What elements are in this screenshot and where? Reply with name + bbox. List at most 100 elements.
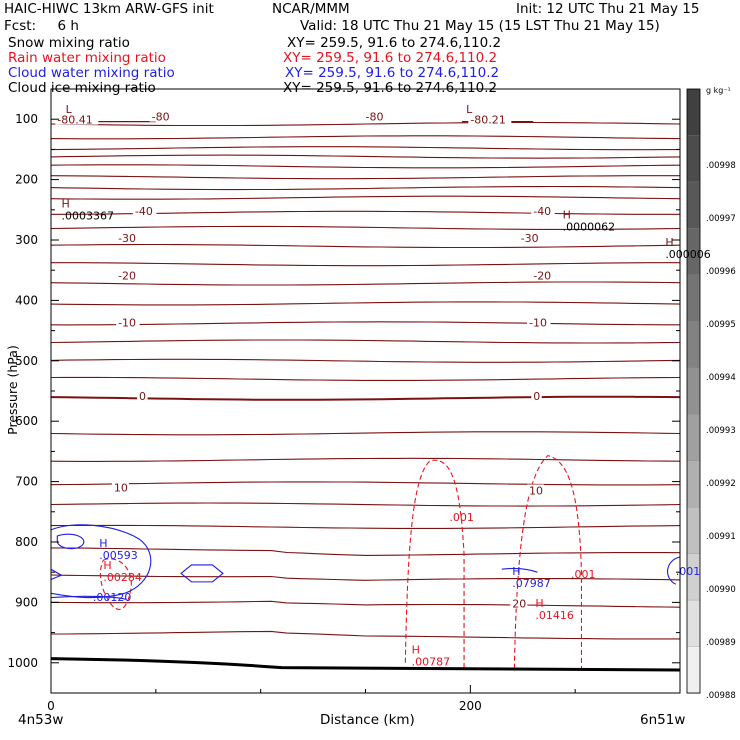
colorbar-swatch — [686, 181, 701, 230]
institution: NCAR/MMM — [272, 1, 350, 17]
colorbar-frame — [686, 88, 701, 694]
label-bg — [116, 232, 140, 243]
colorbar-swatch — [686, 507, 701, 555]
contour-labels: -80.41 -80 -80 -80.21 -40 -40 -30 -30 -20 -20 -10 -… — [55, 103, 711, 669]
y-tick-label: 200 — [15, 173, 38, 187]
temperature-isotherm — [51, 395, 680, 401]
rain-water-contour — [513, 455, 583, 669]
temperature-label: -10 — [529, 317, 547, 330]
colorbar-swatch — [686, 321, 701, 369]
forecast-hour: Fcst: 6 h — [4, 18, 79, 34]
field-snow-xy: XY= 259.5, 91.6 to 274.6,110.2 — [287, 35, 502, 51]
y-tick-label: 500 — [15, 354, 38, 368]
temperature-label: 20 — [512, 597, 526, 610]
temperature-isotherm — [51, 481, 680, 486]
label-bg — [531, 204, 555, 216]
rain-extremum-value: .00284 — [103, 571, 141, 584]
label-bg — [518, 232, 543, 243]
label-bg — [531, 269, 555, 281]
label-bg — [527, 316, 551, 328]
temperature-label: -40 — [135, 205, 153, 218]
cloud-water-contours — [51, 524, 680, 600]
temperature-contours — [51, 121, 680, 640]
rain-contour-label: .001 — [571, 568, 596, 581]
temperature-label: 0 — [533, 390, 540, 403]
temperature-extremum-value: .000006 — [665, 248, 711, 261]
cloud-extremum-marker: H — [512, 565, 520, 578]
colorbar: g kg⁻¹ .00998 .00997 .00996 .00995 .00994 .009… — [686, 86, 736, 701]
rain-extremum-marker: H — [412, 644, 420, 657]
label-bg — [531, 390, 542, 402]
y-tick-label: 600 — [15, 414, 38, 428]
endpoint-left: 4n53w — [18, 712, 64, 728]
temperature-isotherm — [51, 175, 680, 180]
temperature-label: -30 — [118, 232, 136, 245]
model-title: HAIC-HIWC 13km ARW-GFS init — [4, 1, 214, 17]
temperature-isotherm — [51, 457, 680, 462]
cloud-water-contour — [51, 524, 152, 599]
label-bg — [116, 316, 140, 328]
cloud-contour-label: .00120 — [93, 591, 132, 604]
y-tick-label: 700 — [15, 475, 38, 489]
rain-extremum-marker: H — [103, 559, 111, 572]
y-tick-label: 300 — [15, 233, 38, 247]
colorbar-label: .00992 — [706, 479, 736, 489]
rain-extremum-value: .01416 — [535, 609, 574, 622]
temperature-isotherm — [51, 524, 680, 529]
temperature-isotherm — [51, 321, 680, 326]
cloud-water-contour — [667, 556, 680, 585]
cloud-water-contour — [56, 533, 85, 550]
label-bg — [132, 204, 157, 216]
colorbar-label: .00989 — [706, 638, 736, 648]
temperature-isotherm — [51, 358, 680, 363]
field-cloudice-name: Cloud ice mixing ratio — [8, 80, 156, 96]
field-snow-name: Snow mixing ratio — [8, 35, 130, 51]
surface-line — [51, 657, 680, 672]
temperature-extremum-marker: L — [66, 103, 73, 116]
cloud-extremum-marker: H — [99, 537, 107, 550]
cloud-extremum-value: .00593 — [99, 549, 137, 562]
temperature-label: -80 — [152, 111, 170, 124]
temperature-isotherm — [51, 301, 680, 306]
colorbar-swatch — [686, 367, 701, 415]
colorbar-label: .00998 — [706, 161, 736, 171]
temperature-isotherm — [51, 630, 680, 640]
temperature-label: -10 — [118, 317, 136, 330]
x-axis-label: Distance (km) — [320, 712, 415, 728]
temperature-label: -40 — [533, 205, 551, 218]
label-bg — [527, 484, 545, 496]
colorbar-swatch — [686, 135, 701, 183]
temperature-extremum-marker: H — [563, 208, 571, 221]
y-axis-label: Pressure (hPa) — [5, 345, 20, 435]
temperature-extremum-value: .0000062 — [563, 220, 616, 233]
temperature-isotherm — [51, 574, 680, 581]
label-bg — [111, 481, 129, 493]
temperature-label: 0 — [139, 390, 146, 403]
temperature-isotherm — [51, 185, 680, 191]
temperature-isotherm — [51, 262, 680, 267]
colorbar-label: .00990 — [706, 585, 736, 595]
label-bg — [137, 390, 148, 402]
field-rain-name: Rain water mixing ratio — [8, 50, 166, 66]
cloud-water-contour — [501, 567, 538, 573]
temperature-label: -80.21 — [470, 114, 505, 127]
rain-water-contours — [99, 455, 583, 669]
rain-water-contour — [99, 558, 132, 610]
colorbar-unit: g kg⁻¹ — [706, 86, 731, 95]
colorbar-label: .00988 — [706, 691, 736, 701]
y-tick-label: 100 — [15, 112, 38, 126]
temperature-isotherm — [51, 154, 680, 159]
y-tick-label: 400 — [15, 293, 38, 307]
y-tick-label: 1000 — [7, 656, 38, 670]
temperature-isotherm — [51, 195, 680, 200]
cloud-contour-label: .001 — [676, 565, 701, 578]
temperature-isotherm — [51, 164, 680, 169]
y-tick-label: 800 — [15, 535, 38, 549]
temperature-isotherm — [51, 376, 680, 381]
temperature-isotherm — [51, 502, 680, 507]
cloud-water-contour — [51, 595, 127, 600]
cloud-water-contour — [51, 568, 63, 580]
colorbar-swatch — [686, 274, 701, 322]
temperature-extremum-marker: H — [61, 197, 69, 210]
